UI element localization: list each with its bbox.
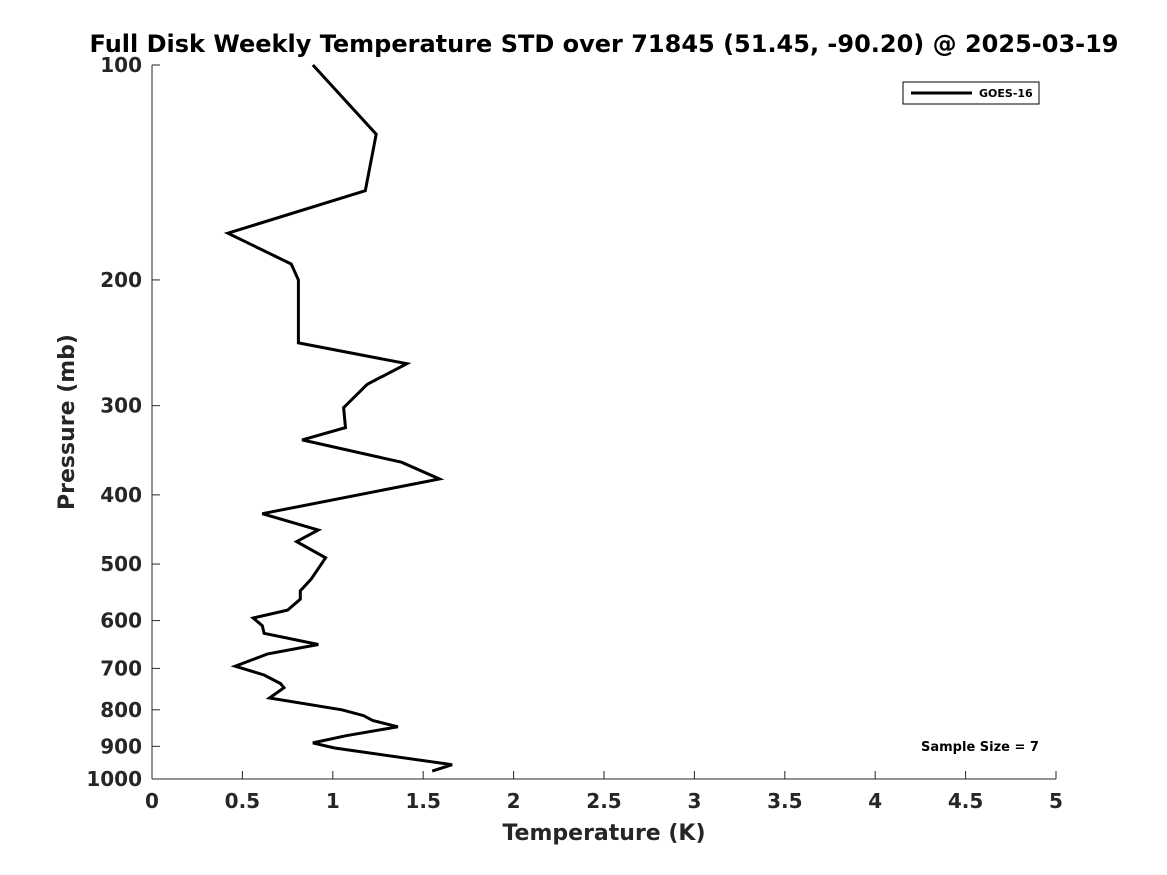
y-tick-label: 600 xyxy=(100,609,142,633)
y-tick-label: 800 xyxy=(100,698,142,722)
legend: GOES-16 xyxy=(902,81,1040,105)
y-tick-label: 1000 xyxy=(86,767,142,791)
x-tick-label: 4 xyxy=(868,789,882,813)
x-axis-label: Temperature (K) xyxy=(502,821,705,846)
series-layer xyxy=(223,63,453,773)
x-tick-label: 3.5 xyxy=(767,789,802,813)
x-tick-label: 2 xyxy=(507,789,521,813)
x-ticks: 0 0.5 1 1.5 2 2.5 3 3.5 4 4.5 5 xyxy=(145,771,1063,813)
x-tick-label: 0 xyxy=(145,789,159,813)
x-tick-label: 1 xyxy=(326,789,340,813)
y-ticks: 100 200 300 400 500 600 700 800 900 1000 xyxy=(86,53,160,791)
y-tick-label: 700 xyxy=(100,656,142,680)
chart-title: Full Disk Weekly Temperature STD over 71… xyxy=(90,30,1119,58)
y-axis-label: Pressure (mb) xyxy=(55,334,80,510)
x-tick-label: 0.5 xyxy=(225,789,260,813)
y-tick-label: 200 xyxy=(100,268,142,292)
plot-area xyxy=(152,65,1056,779)
series-line-1 xyxy=(223,63,453,773)
y-tick-label: 900 xyxy=(100,734,142,758)
x-tick-label: 2.5 xyxy=(586,789,621,813)
y-tick-label: 500 xyxy=(100,552,142,576)
sample-size-annotation: Sample Size = 7 xyxy=(921,740,1039,755)
legend-label: GOES-16 xyxy=(979,87,1033,100)
x-tick-label: 4.5 xyxy=(948,789,983,813)
y-tick-label: 400 xyxy=(100,483,142,507)
x-tick-label: 1.5 xyxy=(405,789,440,813)
x-tick-label: 5 xyxy=(1049,789,1063,813)
y-tick-label: 100 xyxy=(100,53,142,77)
x-tick-label: 3 xyxy=(687,789,701,813)
y-tick-label: 300 xyxy=(100,394,142,418)
